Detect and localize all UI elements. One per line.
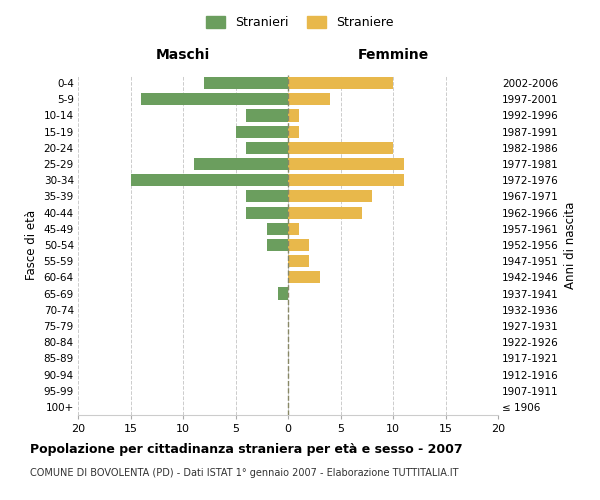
Bar (288, 255, 309, 268)
Legend: Stranieri, Straniere: Stranieri, Straniere (202, 11, 398, 34)
Y-axis label: Anni di nascita: Anni di nascita (565, 202, 577, 288)
Bar (267, 239, 288, 251)
Y-axis label: Fasce di età: Fasce di età (25, 210, 38, 280)
Text: Popolazione per cittadinanza straniera per età e sesso - 2007: Popolazione per cittadinanza straniera p… (30, 442, 463, 456)
Text: COMUNE DI BOVOLENTA (PD) - Dati ISTAT 1° gennaio 2007 - Elaborazione TUTTITALIA.: COMUNE DI BOVOLENTA (PD) - Dati ISTAT 1°… (30, 468, 458, 477)
Bar (246, 206, 288, 218)
Bar (235, 126, 288, 138)
Bar (288, 206, 361, 218)
Bar (277, 288, 288, 300)
Bar (288, 190, 372, 202)
Bar (288, 158, 404, 170)
Bar (288, 239, 309, 251)
Bar (288, 126, 299, 138)
Bar (246, 142, 288, 154)
Bar (288, 272, 320, 283)
Bar (288, 110, 299, 122)
Text: Maschi: Maschi (156, 48, 210, 62)
Bar (204, 77, 288, 89)
Bar (288, 174, 404, 186)
Bar (141, 93, 288, 106)
Bar (267, 222, 288, 235)
Text: Femmine: Femmine (358, 48, 428, 62)
Bar (288, 77, 393, 89)
Bar (246, 190, 288, 202)
Bar (288, 142, 393, 154)
Bar (246, 110, 288, 122)
Bar (130, 174, 288, 186)
Bar (288, 222, 299, 235)
Bar (193, 158, 288, 170)
Bar (288, 93, 330, 106)
